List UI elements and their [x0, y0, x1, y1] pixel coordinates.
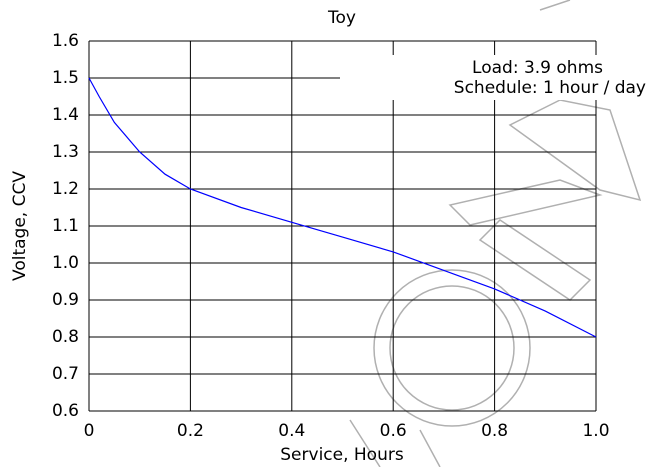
y-tick-label: 0.9	[52, 290, 79, 310]
y-tick-label: 1.2	[52, 179, 79, 199]
annotation-background	[340, 55, 648, 100]
annotation: Schedule: 1 hour / day	[454, 78, 646, 98]
annotation: Load: 3.9 ohms	[472, 58, 603, 78]
y-tick-label: 1.1	[52, 216, 79, 236]
x-tick-label: 0.4	[278, 421, 305, 441]
y-axis-label: Voltage, CCV	[10, 171, 30, 281]
y-tick-label: 0.8	[52, 327, 79, 347]
x-tick-label: 0	[84, 421, 95, 441]
x-tick-label: 0.2	[177, 421, 204, 441]
x-axis-label: Service, Hours	[280, 445, 404, 465]
y-tick-label: 1.4	[52, 105, 79, 125]
y-tick-label: 1.3	[52, 142, 79, 162]
x-tick-label: 0.6	[380, 421, 407, 441]
y-tick-label: 1.0	[52, 253, 79, 273]
y-tick-label: 1.6	[52, 31, 79, 51]
x-tick-label: 0.8	[481, 421, 508, 441]
y-tick-label: 0.6	[52, 401, 79, 421]
x-tick-label: 1.0	[582, 421, 609, 441]
chart-title: Toy	[327, 8, 356, 28]
data-line	[88, 77, 597, 338]
y-tick-label: 1.5	[52, 68, 79, 88]
watermark	[349, 0, 642, 467]
y-tick-label: 0.7	[52, 364, 79, 384]
